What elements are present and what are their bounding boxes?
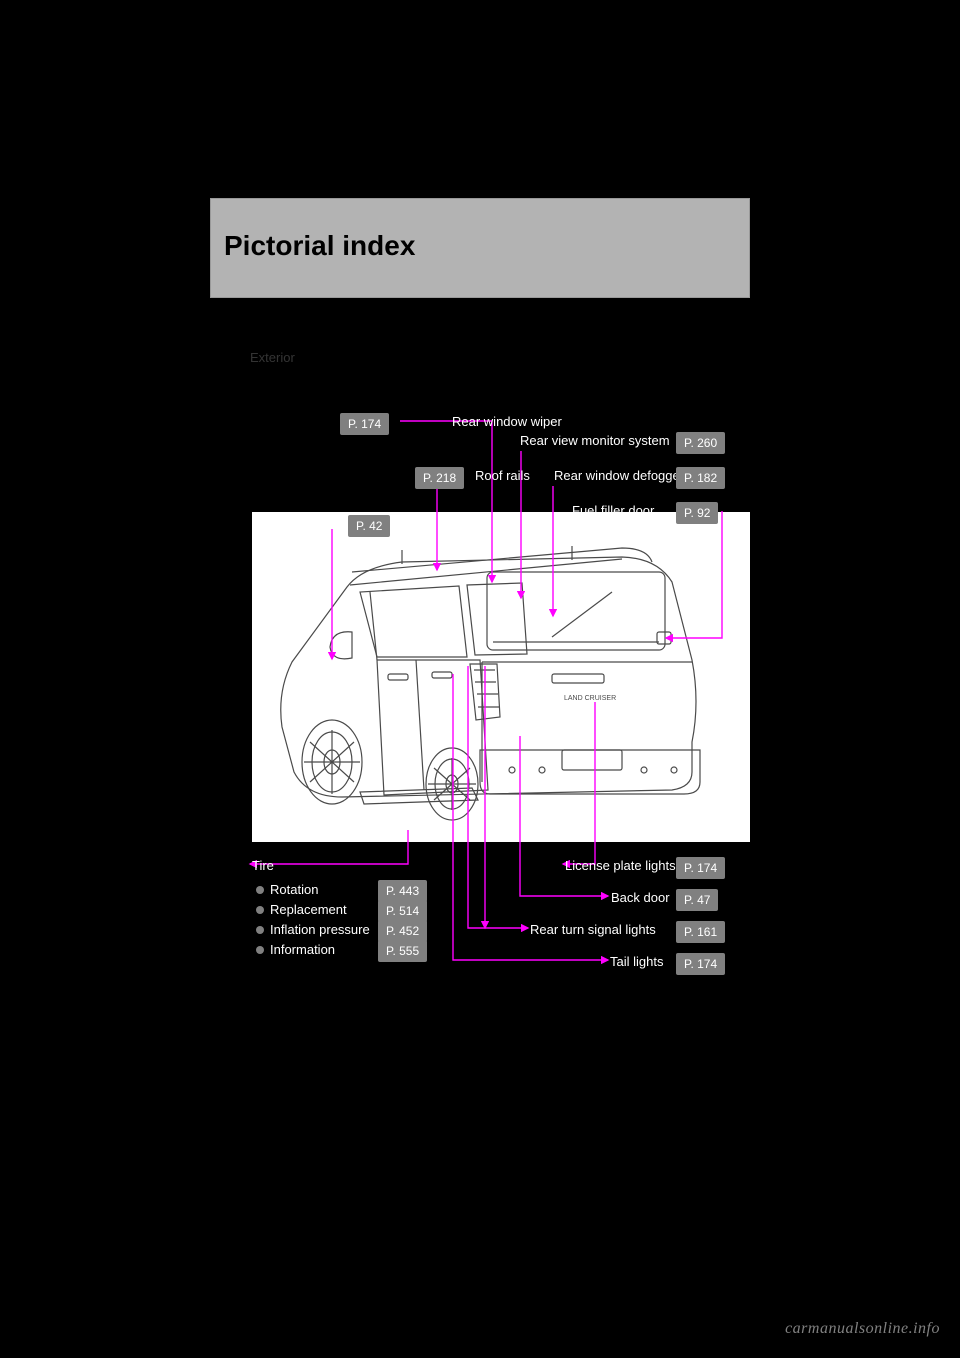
vehicle-svg: LAND CRUISER (252, 512, 750, 842)
bullet-page-badge: P. 443 (378, 880, 427, 902)
bullet-text: Inflation pressure (270, 922, 370, 937)
rear-window-wiper-label: Rear window wiper (452, 414, 562, 429)
rear-view-monitor-label: Rear view monitor system (520, 433, 670, 448)
bullet-dot (256, 906, 264, 914)
bullet-text: Information (270, 942, 335, 957)
tail-lights-label: Tail lights (610, 954, 663, 969)
back-door-page-badge: P. 47 (676, 889, 718, 911)
rear-view-monitor-page-badge: P. 260 (676, 432, 725, 454)
vehicle-illustration: LAND CRUISER (252, 512, 750, 842)
bullet-page-badge: P. 514 (378, 900, 427, 922)
bullet-text: Replacement (270, 902, 347, 917)
car-model-text: LAND CRUISER (564, 695, 616, 702)
fuel-filler-door-page-badge: P. 92 (676, 502, 718, 524)
back-door-label: Back door (611, 890, 670, 905)
roof-rails-label: Roof rails (475, 468, 530, 483)
bullet-dot (256, 926, 264, 934)
bullet-dot (256, 886, 264, 894)
side-door-label: Side door (279, 516, 335, 531)
rear-turn-signal-page-badge: P. 161 (676, 921, 725, 943)
tail-lights-page-badge: P. 174 (676, 953, 725, 975)
license-plate-page-badge: P. 174 (676, 857, 725, 879)
bullet-text: Rotation (270, 882, 318, 897)
bullet-page-badge: P. 555 (378, 940, 427, 962)
bullet-dot (256, 946, 264, 954)
title-text: Pictorial index (224, 230, 415, 262)
car-lines: LAND CRUISER (281, 546, 700, 820)
rear-window-wiper-page-badge: P. 174 (340, 413, 389, 435)
tires-label: Tire (252, 858, 274, 873)
subtitle: Exterior (250, 350, 295, 365)
rear-window-defogger-label: Rear window defogger (554, 468, 684, 483)
watermark: carmanualsonline.info (785, 1320, 940, 1338)
license-plate-label: License plate lights (565, 858, 676, 873)
side-door-page-badge: P. 42 (348, 515, 390, 537)
bullet-page-badge: P. 452 (378, 920, 427, 942)
rear-window-defogger-page-badge: P. 182 (676, 467, 725, 489)
fuel-filler-door-label: Fuel filler door (572, 503, 654, 518)
rear-turn-signal-label: Rear turn signal lights (530, 922, 656, 937)
page: Pictorial index Exterior (0, 0, 960, 1358)
roof-rails-page-badge: P. 218 (415, 467, 464, 489)
